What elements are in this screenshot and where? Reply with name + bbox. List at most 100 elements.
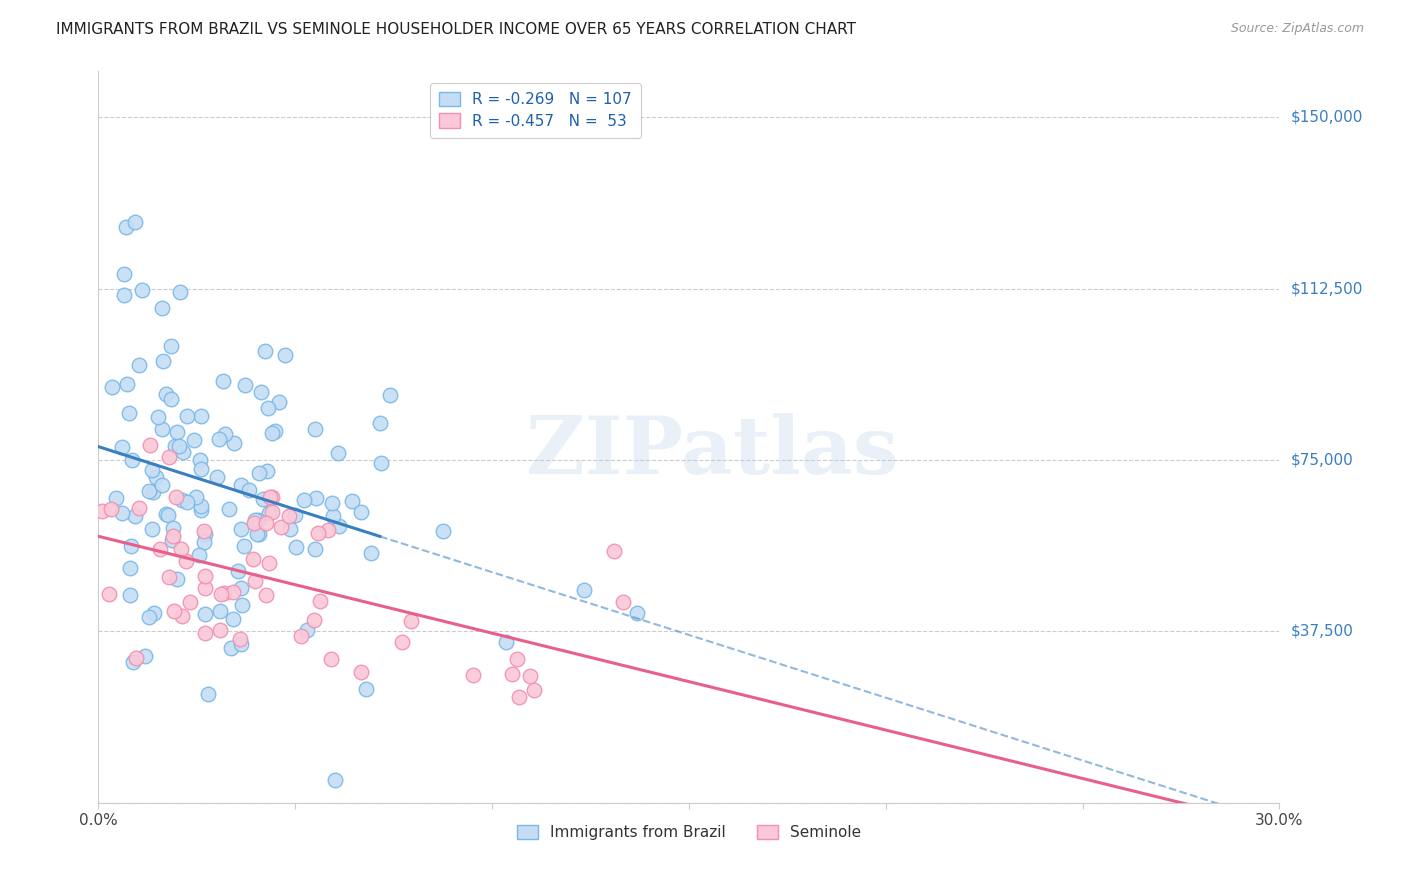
Point [190,409,212,423]
Point [150,422,173,436]
Point [461,668,484,682]
Point [270,520,292,534]
Point [222,436,245,450]
Point [176,409,198,424]
Point [159,569,181,583]
Point [166,572,188,586]
Point [256,464,278,478]
Point [142,484,165,499]
Point [360,546,382,560]
Point [120,539,142,553]
Point [152,353,174,368]
Point [134,648,156,663]
Point [257,556,280,570]
Point [218,501,240,516]
Point [98,587,121,601]
Point [184,491,207,505]
Point [188,549,211,563]
Point [179,595,201,609]
Point [112,288,135,302]
Point [246,527,269,541]
Point [124,508,146,523]
Point [194,607,217,621]
Point [163,439,186,453]
Point [117,406,139,420]
Point [162,521,184,535]
Point [294,493,316,508]
Point [273,347,295,361]
Point [131,284,153,298]
Point [176,495,198,509]
Point [260,491,283,505]
Point [160,533,183,547]
Point [120,588,142,602]
Point [166,425,188,440]
Point [115,220,138,235]
Point [143,606,166,620]
Point [326,446,349,460]
Point [194,581,217,595]
Point [243,516,266,530]
Point [112,268,135,282]
Text: $75,000: $75,000 [1291,452,1354,467]
Point [205,470,228,484]
Point [105,491,128,506]
Point [354,681,377,696]
Point [350,665,373,679]
Point [160,339,183,353]
Point [378,388,401,402]
Point [169,285,191,300]
Point [222,612,245,626]
Point [391,635,413,649]
Point [245,513,267,527]
Point [368,416,391,430]
Text: $112,500: $112,500 [1291,281,1362,296]
Point [176,554,198,568]
Legend: Immigrants from Brazil, Seminole: Immigrants from Brazil, Seminole [510,819,868,847]
Point [139,437,162,451]
Point [278,508,301,523]
Point [150,301,173,315]
Point [221,584,243,599]
Point [323,772,346,787]
Point [167,439,190,453]
Point [501,667,523,681]
Point [165,490,187,504]
Point [190,503,212,517]
Point [285,541,308,555]
Point [121,655,143,669]
Point [321,495,343,509]
Text: IMMIGRANTS FROM BRAZIL VS SEMINOLE HOUSEHOLDER INCOME OVER 65 YEARS CORRELATION : IMMIGRANTS FROM BRAZIL VS SEMINOLE HOUSE… [56,22,856,37]
Point [229,632,252,646]
Point [183,433,205,447]
Point [172,445,194,459]
Point [124,214,146,228]
Point [120,560,142,574]
Point [229,522,252,536]
Point [319,652,342,666]
Point [259,490,281,504]
Point [519,669,541,683]
Point [197,686,219,700]
Point [156,508,179,522]
Point [214,426,236,441]
Point [128,358,150,372]
Point [150,477,173,491]
Point [193,524,215,538]
Point [111,506,134,520]
Point [121,453,143,467]
Point [495,635,517,649]
Text: Source: ZipAtlas.com: Source: ZipAtlas.com [1230,22,1364,36]
Point [284,508,307,523]
Point [190,499,212,513]
Point [100,502,122,516]
Point [155,507,177,521]
Point [247,513,270,527]
Point [254,516,277,530]
Point [238,483,260,497]
Point [508,690,530,704]
Point [322,508,344,523]
Point [242,552,264,566]
Point [231,637,253,651]
Text: $37,500: $37,500 [1291,624,1354,639]
